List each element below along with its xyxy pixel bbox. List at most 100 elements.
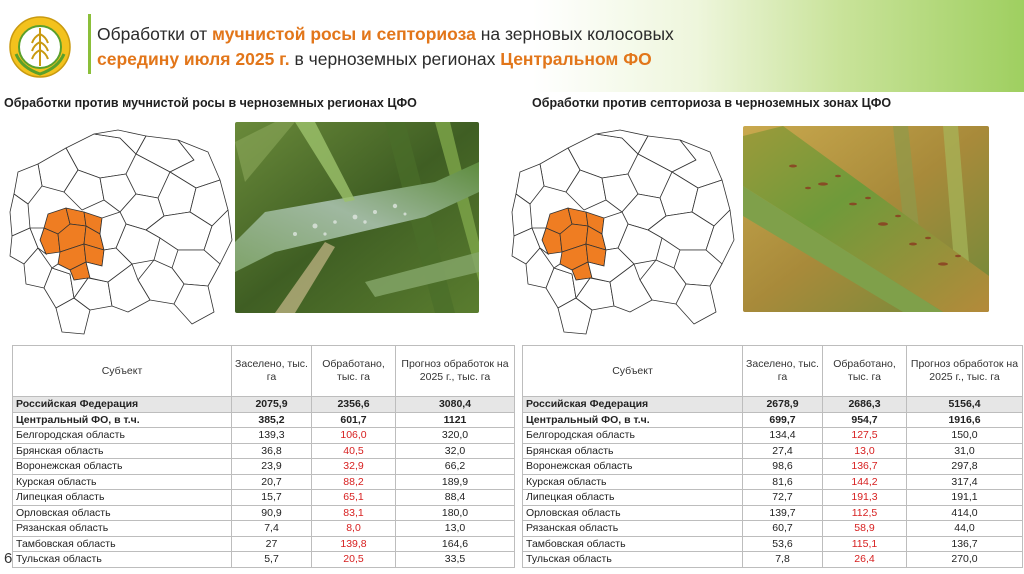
cell-treated: 601,7 — [311, 411, 396, 428]
cell-forecast: 317,4 — [906, 473, 1023, 490]
title-text-3: в черноземных регионах — [289, 49, 501, 69]
header-settled: Заселено, тыс. га — [742, 345, 823, 397]
cell-settled: 60,7 — [742, 520, 823, 537]
table-row: Тамбовская область 27 139,8 164,6 — [12, 535, 515, 552]
table-row: Тульская область 7,8 26,4 270,0 — [522, 551, 1023, 568]
header-treated: Обработано, тыс. га — [822, 345, 907, 397]
cell-settled: 36,8 — [231, 442, 312, 459]
cell-settled: 27,4 — [742, 442, 823, 459]
title-highlight-1: мучнистой росы и септориоза — [212, 24, 476, 44]
cell-treated: 32,9 — [311, 458, 396, 475]
left-cfo-map — [9, 129, 233, 335]
cell-settled: 134,4 — [742, 427, 823, 444]
cell-settled: 2678,9 — [742, 396, 823, 413]
table-row: Курская область 20,7 88,2 189,9 — [12, 473, 515, 490]
cell-treated: 83,1 — [311, 504, 396, 521]
table-row: Рязанская область 7,4 8,0 13,0 — [12, 520, 515, 537]
cell-forecast: 270,0 — [906, 551, 1023, 568]
table-header-row: Субъект Заселено, тыс. га Обработано, ты… — [522, 345, 1023, 397]
cell-treated: 127,5 — [822, 427, 907, 444]
title-highlight-3: Центральном ФО — [500, 49, 652, 69]
cell-treated: 2686,3 — [822, 396, 907, 413]
cell-forecast: 88,4 — [395, 489, 515, 506]
cell-subject: Центральный ФО, в т.ч. — [522, 411, 743, 428]
right-cfo-map — [511, 129, 735, 335]
table-row: Тульская область 5,7 20,5 33,5 — [12, 551, 515, 568]
cell-subject: Центральный ФО, в т.ч. — [12, 411, 232, 428]
table-row: Белгородская область 134,4 127,5 150,0 — [522, 427, 1023, 444]
table-row: Центральный ФО, в т.ч. 699,7 954,7 1916,6 — [522, 411, 1023, 428]
cell-subject: Российская Федерация — [522, 396, 743, 413]
table-row: Российская Федерация 2678,9 2686,3 5156,4 — [522, 396, 1023, 413]
cell-forecast: 320,0 — [395, 427, 515, 444]
cell-forecast: 189,9 — [395, 473, 515, 490]
cell-settled: 7,8 — [742, 551, 823, 568]
table-row: Центральный ФО, в т.ч. 385,2 601,7 1121 — [12, 411, 515, 428]
cell-subject: Рязанская область — [522, 520, 743, 537]
cell-subject: Белгородская область — [522, 427, 743, 444]
septoria-photo — [743, 126, 989, 312]
table-row: Воронежская область 98,6 136,7 297,8 — [522, 458, 1023, 475]
cell-subject: Брянская область — [12, 442, 232, 459]
powdery-mildew-table: Субъект Заселено, тыс. га Обработано, ты… — [12, 345, 515, 568]
cell-forecast: 164,6 — [395, 535, 515, 552]
cell-treated: 112,5 — [822, 504, 907, 521]
cell-treated: 65,1 — [311, 489, 396, 506]
cell-treated: 191,3 — [822, 489, 907, 506]
cell-subject: Воронежская область — [522, 458, 743, 475]
table-row: Орловская область 139,7 112,5 414,0 — [522, 504, 1023, 521]
cell-settled: 53,6 — [742, 535, 823, 552]
cell-forecast: 191,1 — [906, 489, 1023, 506]
table-row: Брянская область 27,4 13,0 31,0 — [522, 442, 1023, 459]
title-text-2: на зерновых колосовых — [475, 24, 674, 44]
ministry-emblem-icon — [9, 16, 71, 78]
table-row: Курская область 81,6 144,2 317,4 — [522, 473, 1023, 490]
cell-treated: 20,5 — [311, 551, 396, 568]
cell-settled: 20,7 — [231, 473, 312, 490]
cell-forecast: 13,0 — [395, 520, 515, 537]
cell-treated: 954,7 — [822, 411, 907, 428]
cell-forecast: 66,2 — [395, 458, 515, 475]
header-forecast: Прогноз обработок на 2025 г., тыс. га — [395, 345, 515, 397]
cell-forecast: 3080,4 — [395, 396, 515, 413]
cell-settled: 27 — [231, 535, 312, 552]
cell-forecast: 31,0 — [906, 442, 1023, 459]
cell-forecast: 1121 — [395, 411, 515, 428]
cell-subject: Курская область — [522, 473, 743, 490]
cell-settled: 90,9 — [231, 504, 312, 521]
cell-settled: 5,7 — [231, 551, 312, 568]
right-subtitle: Обработки против септориоза в черноземны… — [532, 96, 892, 110]
table-row: Тамбовская область 53,6 115,1 136,7 — [522, 535, 1023, 552]
cell-forecast: 32,0 — [395, 442, 515, 459]
cell-settled: 385,2 — [231, 411, 312, 428]
table-row: Орловская область 90,9 83,1 180,0 — [12, 504, 515, 521]
cell-settled: 699,7 — [742, 411, 823, 428]
cell-forecast: 297,8 — [906, 458, 1023, 475]
cell-settled: 7,4 — [231, 520, 312, 537]
header-background — [0, 0, 1024, 92]
cell-subject: Брянская область — [522, 442, 743, 459]
cell-treated: 13,0 — [822, 442, 907, 459]
page-number: 6 — [4, 550, 13, 567]
cell-subject: Российская Федерация — [12, 396, 232, 413]
header-subject: Субъект — [522, 345, 743, 397]
cell-subject: Рязанская область — [12, 520, 232, 537]
cell-treated: 136,7 — [822, 458, 907, 475]
cell-settled: 15,7 — [231, 489, 312, 506]
cell-settled: 2075,9 — [231, 396, 312, 413]
powdery-mildew-photo — [235, 122, 479, 313]
cell-subject: Воронежская область — [12, 458, 232, 475]
cell-forecast: 150,0 — [906, 427, 1023, 444]
header-subject: Субъект — [12, 345, 232, 397]
cell-forecast: 136,7 — [906, 535, 1023, 552]
table-header-row: Субъект Заселено, тыс. га Обработано, ты… — [12, 345, 515, 397]
title-text-1: Обработки от — [97, 24, 213, 44]
cell-subject: Белгородская область — [12, 427, 232, 444]
septoria-table: Субъект Заселено, тыс. га Обработано, ты… — [522, 345, 1023, 568]
cell-forecast: 44,0 — [906, 520, 1023, 537]
table-row: Воронежская область 23,9 32,9 66,2 — [12, 458, 515, 475]
header-settled: Заселено, тыс. га — [231, 345, 312, 397]
cell-treated: 40,5 — [311, 442, 396, 459]
cell-forecast: 1916,6 — [906, 411, 1023, 428]
cell-treated: 144,2 — [822, 473, 907, 490]
